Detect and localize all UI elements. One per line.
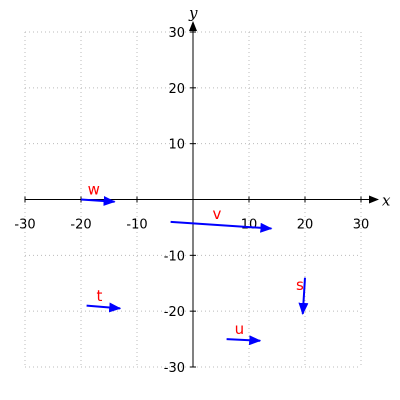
x-tick-label: 10	[241, 218, 258, 233]
y-tick-label: 10	[168, 138, 185, 153]
vector-u	[226, 335, 262, 346]
vector-label-t: t	[96, 287, 102, 305]
tick-labels: -30 -20 -10 10 20 30 -30 -20 -10 10 20 30	[14, 26, 369, 376]
x-tick-label: -20	[70, 218, 91, 233]
vector-label-w: w	[88, 181, 100, 199]
y-tick-label: 30	[168, 26, 185, 41]
vector-v	[170, 220, 273, 233]
x-tick-label: -30	[14, 218, 35, 233]
vector-label-u: u	[235, 320, 245, 338]
vector-label-v: v	[213, 205, 222, 223]
y-tick-label: -30	[164, 361, 185, 376]
y-tick-label: 20	[168, 82, 185, 97]
vector-w	[80, 196, 116, 206]
y-tick-label: -20	[164, 305, 185, 320]
y-axis-title: y	[188, 4, 198, 22]
x-tick-label: 20	[297, 218, 314, 233]
vector-t	[86, 302, 122, 313]
vector-s	[298, 277, 309, 315]
vector-label-s: s	[296, 276, 304, 294]
x-axis-title: x	[382, 192, 391, 210]
x-tick-label: 30	[353, 218, 370, 233]
axes	[25, 21, 379, 367]
y-tick-label: -10	[164, 249, 185, 264]
x-tick-label: -10	[126, 218, 147, 233]
vectors: w v t s u	[80, 181, 309, 346]
